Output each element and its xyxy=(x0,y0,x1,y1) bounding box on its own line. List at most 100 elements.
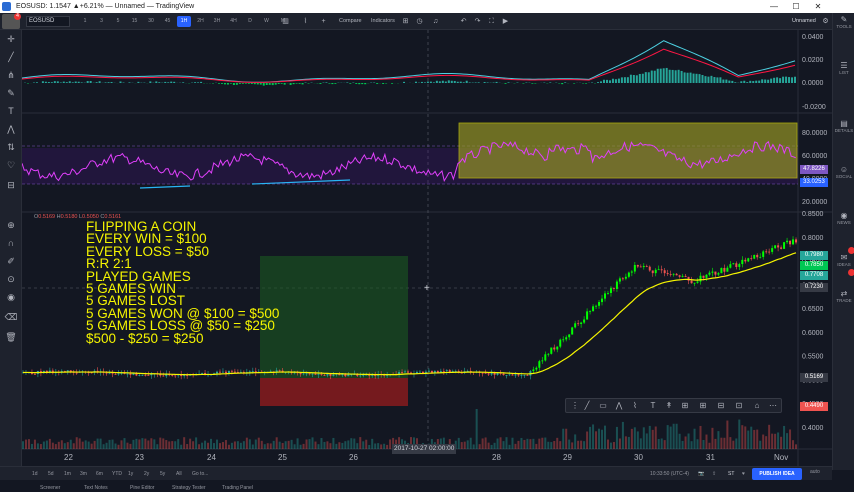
range-5y[interactable]: 5y xyxy=(160,471,166,477)
arrow-icon[interactable]: ↟ xyxy=(665,401,673,410)
sidebar-trade[interactable]: ⇄ TRADE xyxy=(834,289,854,303)
layout-name[interactable]: Unnamed xyxy=(792,18,816,24)
compare-add-icon[interactable]: + xyxy=(321,18,326,25)
pattern-tool-icon[interactable]: ⋀ xyxy=(7,124,15,134)
publish-idea-button[interactable]: PUBLISH IDEA xyxy=(752,468,802,480)
stop-price-tag: 0.4490 xyxy=(800,402,828,411)
timeframe-3h[interactable]: 3H xyxy=(213,18,221,24)
chart-canvas[interactable]: + 0.0400 0.0200 0.0000 -0.0200 80.0000 60.000… xyxy=(22,30,832,466)
measure-tool-icon[interactable]: ⊟ xyxy=(7,180,15,190)
crosshair-tool-icon[interactable]: ✛ xyxy=(7,34,15,44)
more-tools-icon[interactable]: ⋯ xyxy=(769,401,777,410)
auto-scale-toggle[interactable]: auto xyxy=(810,469,820,475)
timeframe-m[interactable]: M xyxy=(280,18,286,24)
stocktwits-icon[interactable]: ST xyxy=(728,471,735,477)
timeframe-d[interactable]: D xyxy=(248,18,252,24)
range-1y[interactable]: 1y xyxy=(128,471,134,477)
tab-screener[interactable]: Screener xyxy=(40,485,61,491)
symbol-search-input[interactable]: EOSUSD xyxy=(26,16,70,27)
replay-icon[interactable]: ▶ xyxy=(502,18,509,25)
camera-icon[interactable]: 📷 xyxy=(698,471,705,477)
chart-style-icon[interactable]: ⌇ xyxy=(303,18,308,25)
trash-icon[interactable]: 🗑 xyxy=(5,332,17,342)
sidebar-news[interactable]: ◉ NEWS xyxy=(834,211,854,225)
hide-drawings-icon[interactable]: ◉ xyxy=(7,292,15,302)
range-1d[interactable]: 1d xyxy=(32,471,38,477)
range-6m[interactable]: 6m xyxy=(96,471,103,477)
text-tool-icon[interactable]: T xyxy=(8,106,14,116)
timeframe-45[interactable]: 45 xyxy=(164,18,171,24)
tab-text-notes[interactable]: Text Notes xyxy=(84,485,108,491)
maximize-button[interactable]: ☐ xyxy=(792,2,800,11)
minimize-button[interactable]: — xyxy=(770,2,778,11)
chart-text-note[interactable]: FLIPPING A COIN EVERY WIN = $100 EVERY L… xyxy=(86,220,279,346)
sidebar-tools[interactable]: ✎ TOOLS xyxy=(834,15,854,29)
timeframe-30[interactable]: 30 xyxy=(148,18,154,24)
icons-tool-icon[interactable]: ♡ xyxy=(6,160,16,170)
tab-trading-panel[interactable]: Trading Panel xyxy=(222,485,253,491)
indicators-button[interactable]: Indicators xyxy=(371,18,395,24)
trend-line-icon[interactable]: ╱ xyxy=(584,401,590,410)
volume-bar xyxy=(314,441,317,449)
timeframe-4h[interactable]: 4H xyxy=(230,18,237,24)
sidebar-details[interactable]: ▤ DETAILS xyxy=(834,119,854,133)
brush-icon[interactable]: ⌂ xyxy=(754,401,760,410)
drag-handle-icon[interactable]: ⋮ xyxy=(571,401,579,410)
range-1m[interactable]: 1m xyxy=(64,471,71,477)
share-icon[interactable]: ⇪ xyxy=(712,471,717,477)
lock-drawings-icon[interactable]: ⊙ xyxy=(7,274,15,284)
brush-tool-icon[interactable]: ✎ xyxy=(7,88,15,98)
pattern-icon[interactable]: ⌇ xyxy=(633,401,637,410)
tab-strategy-tester[interactable]: Strategy Tester xyxy=(172,485,206,491)
undo-icon[interactable]: ↶ xyxy=(460,18,467,25)
path-icon[interactable]: ⋀ xyxy=(615,401,623,410)
date-range-icon[interactable]: ⊡ xyxy=(735,401,743,410)
compare-button[interactable]: Compare xyxy=(339,18,362,24)
timeframe-2h[interactable]: 2H xyxy=(197,18,204,24)
rsi-tick-label: 60.0000 xyxy=(802,153,827,160)
range-ytd[interactable]: YTD xyxy=(112,471,122,477)
redo-icon[interactable]: ↷ xyxy=(474,18,481,25)
rsi-tag-a: 47.8226 xyxy=(800,165,828,174)
templates-icon[interactable]: ⊞ xyxy=(402,18,409,25)
timeframe-15[interactable]: 15 xyxy=(131,18,138,24)
range-5d[interactable]: 5d xyxy=(48,471,54,477)
trend-line-tool-icon[interactable]: ╱ xyxy=(8,52,14,62)
short-position-icon[interactable]: ⊟ xyxy=(717,401,725,410)
timeframe-1h[interactable]: 1H xyxy=(177,16,191,27)
alert-clock-icon[interactable]: ◷ xyxy=(416,18,423,25)
timeframe-5[interactable]: 5 xyxy=(116,18,120,24)
bar-style-icon[interactable]: ▥ xyxy=(282,18,289,25)
fib-icon[interactable]: ⊞ xyxy=(681,401,689,410)
volume-bar xyxy=(335,443,338,449)
candle-body xyxy=(639,266,642,268)
range-all[interactable]: All xyxy=(176,471,182,477)
timeframe-1[interactable]: 1 xyxy=(83,18,87,24)
fullscreen-icon[interactable]: ⛶ xyxy=(489,18,494,25)
close-window-button[interactable]: ✕ xyxy=(814,2,822,11)
range-goto[interactable]: Go to... xyxy=(192,471,209,477)
rectangle-icon[interactable]: ▭ xyxy=(599,401,607,410)
timeframe-3[interactable]: 3 xyxy=(100,18,103,24)
tweet-icon[interactable]: ♥ xyxy=(742,471,745,477)
alert-icon[interactable]: ♫ xyxy=(432,18,439,25)
candle-body xyxy=(678,275,681,277)
range-2y[interactable]: 2y xyxy=(144,471,150,477)
remove-drawings-icon[interactable]: ⌫ xyxy=(4,312,18,322)
rsi-pane xyxy=(22,122,798,189)
drawing-mode-icon[interactable]: ✐ xyxy=(7,256,15,266)
magnet-tool-icon[interactable]: ∩ xyxy=(7,238,15,248)
settings-gear-icon[interactable]: ⚙ xyxy=(822,18,829,25)
zoom-in-tool-icon[interactable]: ⊕ xyxy=(7,220,15,230)
sidebar-ideas[interactable]: ✉ IDEAS xyxy=(834,253,854,267)
long-position-icon[interactable]: ⊞ xyxy=(699,401,707,410)
tab-pine-editor[interactable]: Pine Editor xyxy=(130,485,155,491)
text-icon[interactable]: T xyxy=(650,401,656,410)
timeframe-w[interactable]: W xyxy=(264,18,269,24)
pitchfork-tool-icon[interactable]: ⋔ xyxy=(7,70,15,80)
range-3m[interactable]: 3m xyxy=(80,471,87,477)
sidebar-list[interactable]: ☰ LIST xyxy=(834,61,854,75)
volume-bar xyxy=(299,444,302,449)
prediction-tool-icon[interactable]: ⇅ xyxy=(7,142,15,152)
sidebar-social[interactable]: ☺ SOCIAL xyxy=(835,165,853,179)
